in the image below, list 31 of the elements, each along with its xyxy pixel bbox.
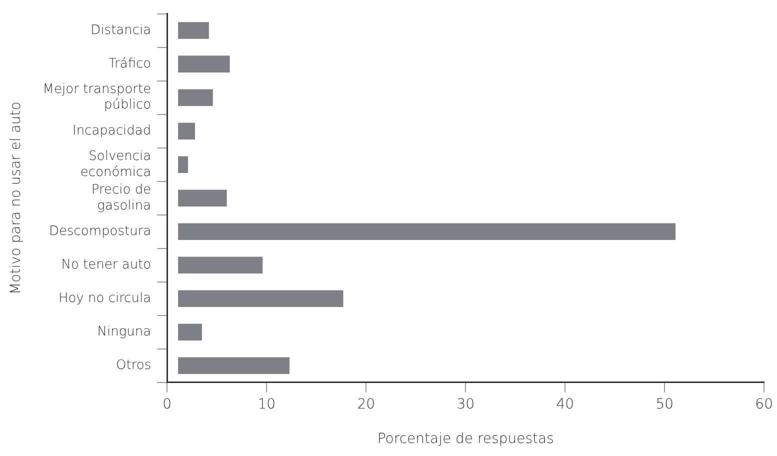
- y-tick-label: Tráfico: [108, 56, 152, 72]
- bar: [178, 357, 290, 374]
- x-tick-label: 50: [656, 396, 674, 412]
- y-tick-label: Descompostura: [48, 224, 152, 239]
- y-axis-title: Motivo para no usar el auto: [8, 102, 24, 295]
- x-tick-label: 60: [755, 396, 774, 412]
- y-tick-label: Hoy no circula: [58, 291, 152, 306]
- x-tick-label: 20: [357, 396, 376, 412]
- bar: [178, 122, 195, 140]
- y-tick-label: Ninguna: [97, 324, 152, 340]
- y-tick-label: Precio de gasolina: [91, 182, 152, 214]
- y-tick-label: Otros: [116, 358, 152, 374]
- bar: [178, 223, 676, 240]
- y-tick-label: Incapacidad: [72, 123, 152, 138]
- x-tick-label: 30: [456, 396, 475, 412]
- bar: [178, 89, 213, 106]
- y-tick-label: No tener auto: [61, 257, 152, 272]
- x-tick-label: 0: [162, 396, 172, 412]
- x-axis-title: Porcentaje de respuestas: [377, 431, 554, 448]
- y-tick-label: Solvencia económica: [80, 149, 152, 180]
- bar: [178, 156, 188, 173]
- bar: [178, 22, 209, 39]
- bar: [178, 324, 202, 341]
- x-tick-label: 40: [556, 396, 574, 412]
- bar: [178, 56, 230, 72]
- bar: [178, 290, 344, 308]
- bar: [178, 190, 227, 206]
- y-tick-label: Mejor transporte público: [42, 82, 152, 113]
- x-tick-label: 10: [258, 396, 276, 412]
- bar: [178, 256, 263, 274]
- y-tick-label: Distancia: [90, 22, 152, 38]
